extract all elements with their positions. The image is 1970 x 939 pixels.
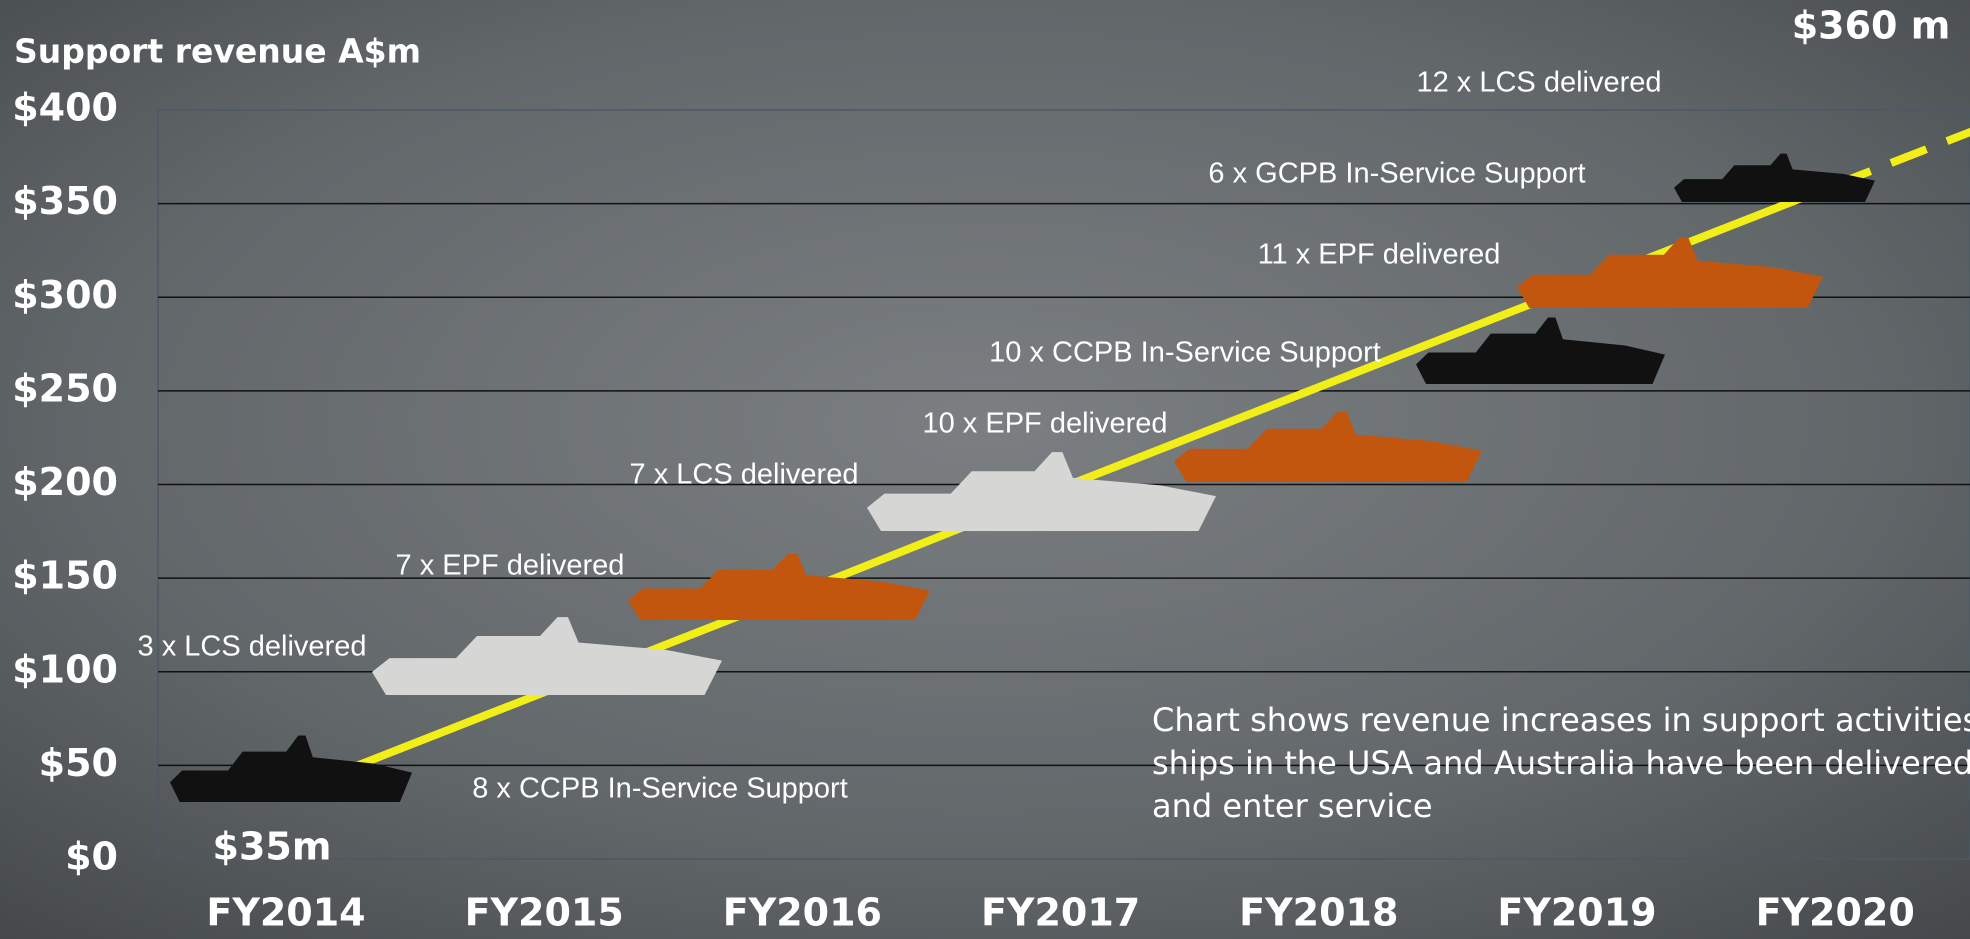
x-tick-label: FY2017 (981, 891, 1140, 935)
annotation: 11 x EPF delivered (1258, 239, 1501, 271)
annotation: 8 x CCPB In-Service Support (472, 773, 848, 805)
x-tick-label: FY2014 (206, 891, 365, 935)
y-tick-label: $150 (12, 554, 118, 598)
y-tick-label: $250 (12, 366, 118, 410)
y-tick-label: $300 (12, 273, 118, 317)
y-tick-label: $50 (39, 741, 118, 785)
x-tick-label: FY2018 (1239, 891, 1398, 935)
y-tick-label: $200 (12, 460, 118, 504)
x-tick-label: FY2020 (1756, 891, 1915, 935)
annotation: 10 x CCPB In-Service Support (989, 337, 1381, 369)
value-label: $360 m (1792, 4, 1951, 48)
note-text: Chart shows revenue increases in support… (1152, 701, 1970, 739)
note-text: ships in the USA and Australia have been… (1152, 744, 1970, 782)
annotation: 3 x LCS delivered (138, 631, 367, 663)
x-tick-label: FY2019 (1497, 891, 1656, 935)
annotation: 7 x LCS delivered (630, 459, 859, 491)
value-label: $35m (213, 825, 332, 869)
x-tick-label: FY2016 (723, 891, 882, 935)
annotation: 7 x EPF delivered (396, 550, 625, 582)
y-tick-label: $350 (12, 179, 118, 223)
y-tick-label: $100 (12, 647, 118, 691)
annotation: 10 x EPF delivered (922, 408, 1167, 440)
y-tick-label: $0 (65, 835, 118, 879)
annotation: 6 x GCPB In-Service Support (1208, 158, 1585, 190)
x-tick-label: FY2015 (465, 891, 624, 935)
y-tick-label: $400 (12, 86, 118, 130)
annotation: 12 x LCS delivered (1416, 67, 1661, 99)
chart-title: Support revenue A$m (14, 32, 421, 71)
chart: Support revenue A$m $0 $50 $100 $150 $200 $25… (0, 0, 1970, 939)
note-text: and enter service (1152, 787, 1433, 825)
